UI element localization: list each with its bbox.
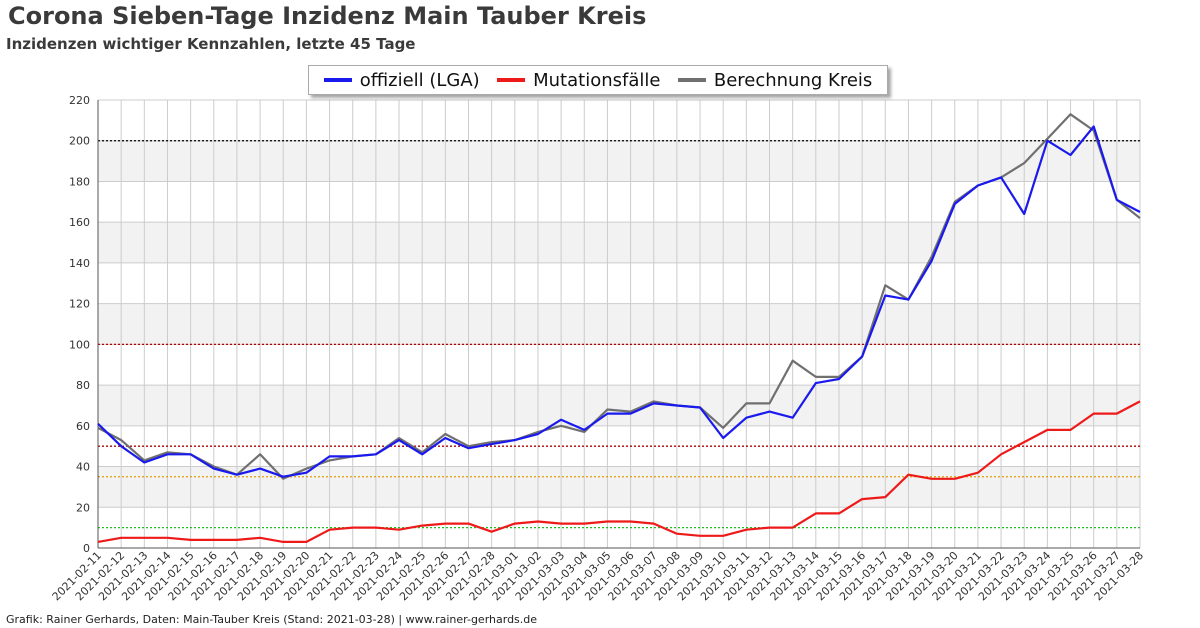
background-band: [98, 222, 1140, 263]
background-band: [98, 385, 1140, 426]
legend-label-mutation: Mutationsfälle: [533, 69, 661, 91]
y-tick-label: 80: [76, 379, 90, 392]
legend-swatch-mutation: [497, 78, 526, 82]
legend: offiziell (LGA) Mutationsfälle Berechnun…: [308, 65, 888, 95]
background-bands: [98, 140, 1140, 508]
legend-label-official: offiziell (LGA): [359, 69, 480, 91]
legend-swatch-official: [323, 78, 352, 82]
y-tick-label: 220: [69, 94, 90, 107]
legend-swatch-computed: [677, 78, 706, 82]
y-tick-labels: 0 20 40 60 80 100 120 140 160 180 200 220: [69, 94, 90, 555]
y-tick-label: 40: [76, 461, 90, 474]
chart-title: Corona Sieben-Tage Inzidenz Main Tauber …: [8, 2, 647, 30]
legend-item-official: offiziell (LGA): [323, 69, 480, 91]
y-tick-label: 160: [69, 216, 90, 229]
footer-credit: Grafik: Rainer Gerhards, Daten: Main-Tau…: [6, 613, 538, 626]
legend-item-mutation: Mutationsfälle: [497, 70, 660, 91]
series-lines: [97, 113, 1141, 544]
legend-item-computed: Berechnung Kreis: [677, 69, 873, 91]
series-line-official: [97, 125, 1141, 478]
y-tick-label: 200: [69, 135, 90, 148]
background-band: [98, 466, 1140, 508]
y-tick-label: 20: [76, 501, 90, 514]
grid-lines: [97, 99, 1141, 549]
background-band: [98, 140, 1140, 182]
y-tick-label: 60: [76, 420, 90, 433]
y-tick-label: 180: [69, 175, 90, 188]
legend-label-computed: Berechnung Kreis: [713, 69, 873, 91]
chart-subtitle: Inzidenzen wichtiger Kennzahlen, letzte …: [6, 35, 416, 53]
axes: [97, 100, 1140, 549]
y-tick-label: 120: [69, 298, 90, 311]
x-tick-labels: 2021-02-112021-02-122021-02-132021-02-14…: [50, 549, 1146, 603]
series-line-mutation: [97, 400, 1141, 544]
y-tick-label: 100: [69, 338, 90, 351]
y-tick-label: 0: [83, 542, 90, 555]
background-band: [98, 303, 1140, 345]
reference-lines: [98, 140, 1140, 529]
y-tick-label: 140: [69, 257, 90, 270]
